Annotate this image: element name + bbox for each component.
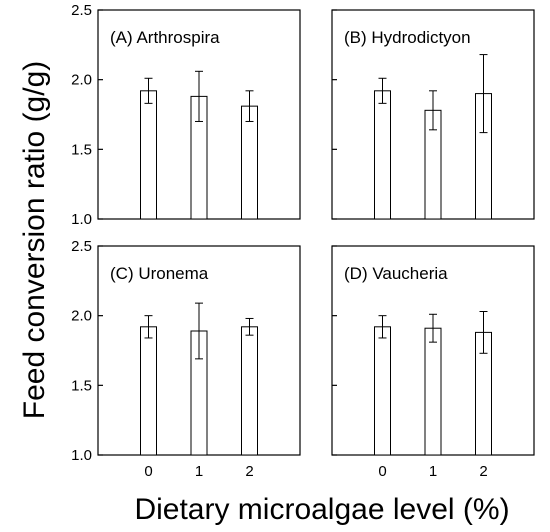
- bar: [241, 105, 258, 220]
- x-tick-label: 0: [144, 463, 152, 480]
- panel-1: 1.0 1.5 2.0 2.5 (A) Arthrospira: [71, 2, 301, 228]
- x-tick-label: 2: [479, 463, 487, 480]
- y-tick-label: 2.5: [71, 238, 92, 255]
- panel-4: 0 1 2 (D) Vaucheria: [331, 245, 535, 480]
- panel-title: (B) Hydrodictyon: [344, 28, 471, 47]
- bar: [374, 90, 391, 220]
- x-tick-label: 1: [429, 463, 437, 480]
- y-tick-label: 1.0: [71, 447, 92, 464]
- panel-title: (A) Arthrospira: [110, 28, 220, 47]
- bar: [140, 326, 157, 456]
- y-axis-title: Feed conversion ratio (g/g): [18, 61, 51, 420]
- panel-3: 1.0 1.5 2.0 2.5 0 1 2 (C) Uronema: [71, 238, 301, 480]
- chart-panels: 1.0 1.5 2.0 2.5 (A) Arthrospira (B) Hydrodict…: [71, 2, 535, 480]
- y-tick-label: 1.5: [71, 377, 92, 394]
- bar: [241, 326, 258, 456]
- x-axis-title: Dietary microalgae level (%): [134, 493, 509, 526]
- panel-title: (D) Vaucheria: [344, 264, 448, 283]
- y-tick-label: 1.0: [71, 211, 92, 228]
- x-tick-label: 1: [195, 463, 203, 480]
- panel-title: (C) Uronema: [110, 264, 209, 283]
- panel-2: (B) Hydrodictyon: [331, 9, 535, 220]
- x-tick-label: 0: [378, 463, 386, 480]
- y-tick-label: 2.0: [71, 308, 92, 325]
- bar: [424, 327, 442, 456]
- y-tick-label: 2.0: [71, 72, 92, 89]
- y-tick-label: 2.5: [71, 2, 92, 19]
- x-tick-label: 2: [245, 463, 253, 480]
- y-tick-label: 1.5: [71, 141, 92, 158]
- bar: [140, 90, 157, 220]
- bar: [374, 326, 391, 456]
